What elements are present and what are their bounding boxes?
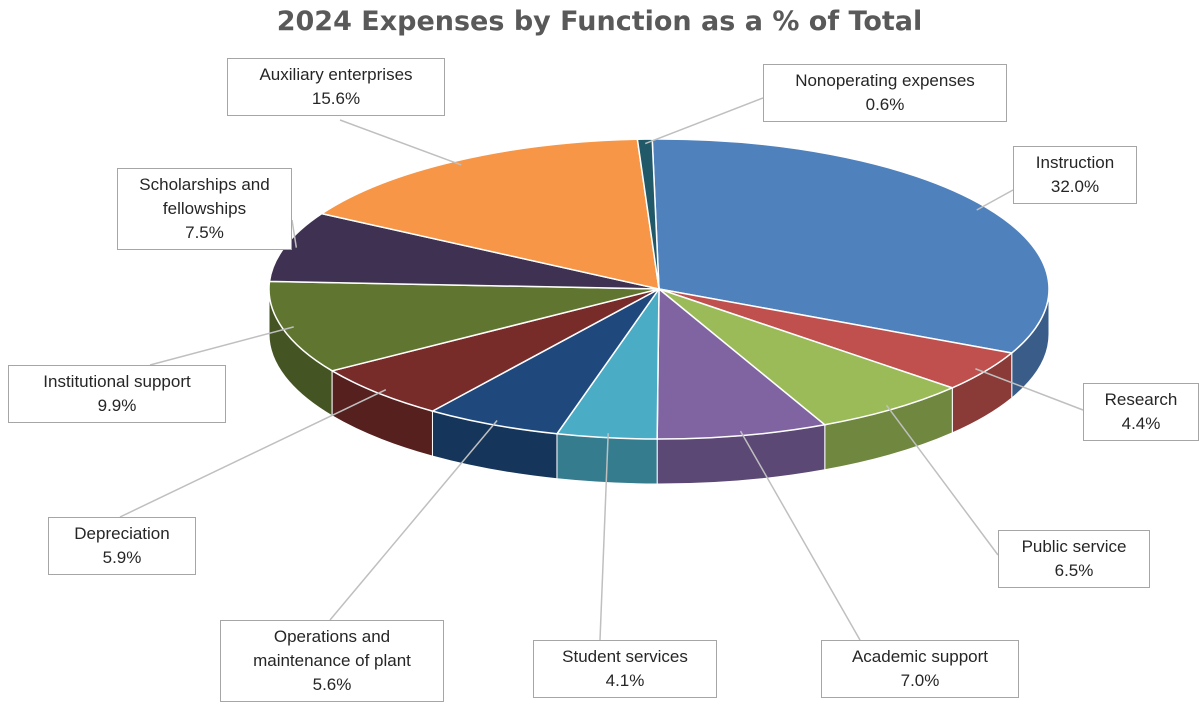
data-label-institutional-support: Institutional support 9.9% bbox=[8, 365, 226, 423]
data-label-value: 5.9% bbox=[102, 548, 142, 567]
data-label-value: 7.5% bbox=[185, 223, 224, 242]
pie-slice-operations-and-maintenance-of-plant bbox=[430, 288, 660, 435]
leader-line-2 bbox=[885, 404, 999, 556]
data-label-category: Instruction bbox=[1035, 153, 1115, 172]
data-label-category: maintenance of plant bbox=[253, 651, 411, 670]
data-label-value: 0.6% bbox=[865, 95, 905, 114]
pie-top bbox=[268, 138, 1050, 440]
leader-line-9 bbox=[339, 119, 462, 166]
data-label-depreciation: Depreciation 5.9% bbox=[48, 517, 196, 575]
data-label-scholarships-and-fellowships: Scholarships and fellowships 7.5% bbox=[117, 168, 292, 250]
data-label-category: Research bbox=[1104, 390, 1178, 409]
leader-line-4 bbox=[599, 433, 609, 641]
data-label-category: Depreciation bbox=[74, 524, 170, 543]
data-label-category: Public service bbox=[1021, 537, 1127, 556]
leader-lines bbox=[119, 97, 1084, 641]
data-label-category: Operations and bbox=[273, 627, 391, 646]
data-label-instruction: Instruction 32.0% bbox=[1013, 146, 1137, 204]
data-label-category: Academic support bbox=[851, 647, 989, 666]
pie-slice-institutional-support bbox=[268, 280, 660, 372]
leader-line-3 bbox=[739, 430, 861, 641]
data-label-value: 4.4% bbox=[1121, 414, 1161, 433]
data-label-student-services: Student services 4.1% bbox=[533, 640, 717, 698]
data-label-category: Institutional support bbox=[43, 372, 191, 391]
leader-line-7 bbox=[149, 326, 294, 366]
leader-line-0 bbox=[976, 189, 1014, 211]
data-label-value: 9.9% bbox=[97, 396, 137, 415]
data-label-academic-support: Academic support 7.0% bbox=[821, 640, 1019, 698]
pie-slice-auxiliary-enterprises bbox=[319, 138, 660, 290]
data-label-category: Auxiliary enterprises bbox=[259, 65, 413, 84]
chart-title: 2024 Expenses by Function as a % of Tota… bbox=[276, 6, 923, 37]
data-label-value: 7.0% bbox=[900, 671, 940, 690]
data-label-value: 15.6% bbox=[311, 89, 361, 108]
leader-line-8 bbox=[291, 219, 298, 248]
pie-slice-depreciation bbox=[330, 288, 660, 412]
pie-slice-nonoperating-expenses bbox=[636, 138, 660, 290]
leader-line-5 bbox=[329, 420, 498, 621]
data-label-public-service: Public service 6.5% bbox=[998, 530, 1150, 588]
leader-line-6 bbox=[119, 388, 387, 518]
data-label-value: 5.6% bbox=[312, 675, 352, 694]
leader-line-1 bbox=[975, 368, 1084, 411]
data-label-value: 4.1% bbox=[605, 671, 645, 690]
leader-line-10 bbox=[644, 97, 764, 145]
data-label-value: 6.5% bbox=[1054, 561, 1094, 580]
data-label-category: Scholarships and bbox=[139, 175, 270, 194]
data-label-category: Nonoperating expenses bbox=[795, 71, 975, 90]
data-label-category: Student services bbox=[562, 647, 688, 666]
data-label-nonoperating-expenses: Nonoperating expenses 0.6% bbox=[763, 64, 1007, 122]
data-label-auxiliary-enterprises: Auxiliary enterprises 15.6% bbox=[227, 58, 445, 116]
data-label-research: Research 4.4% bbox=[1083, 383, 1199, 441]
pie-slice-instruction bbox=[651, 138, 1050, 354]
data-label-value: 32.0% bbox=[1050, 177, 1100, 196]
data-label-category: fellowships bbox=[162, 199, 247, 218]
data-label-operations-and-maintenance-of-plant: Operations and maintenance of plant 5.6% bbox=[220, 620, 444, 702]
pie-slice-public-service bbox=[658, 288, 955, 426]
